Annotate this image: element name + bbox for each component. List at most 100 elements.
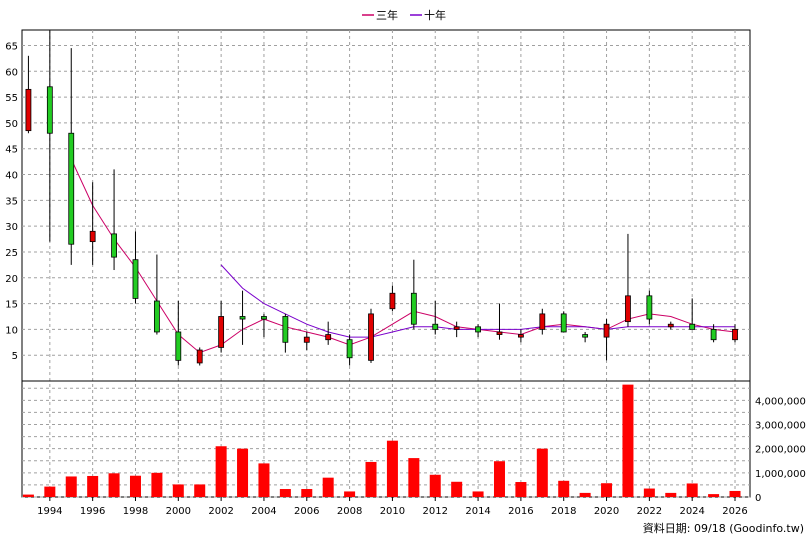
x-tick-label: 2002: [208, 506, 233, 517]
candle-body: [689, 323, 696, 330]
volume-bar: [22, 494, 34, 497]
volume-plot-area: [21, 380, 751, 498]
x-tick-label: 2018: [551, 506, 576, 517]
volume-bar: [87, 475, 99, 497]
x-tick-label: 2004: [251, 506, 276, 517]
volume-bar: [386, 440, 398, 497]
x-tick-label: 2014: [465, 506, 490, 517]
candle-body: [539, 313, 546, 330]
candle-body: [432, 323, 439, 330]
x-tick-label: 2026: [722, 506, 747, 517]
volume-bar: [408, 458, 420, 497]
y-tick-label: 20: [5, 274, 18, 285]
volume-tick-label: 2,000,000: [755, 445, 806, 456]
volume-bar: [279, 489, 291, 497]
volume-bar: [601, 483, 613, 497]
volume-bar: [451, 481, 463, 497]
x-tick-label: 2006: [294, 506, 319, 517]
ma-line-3yr: [70, 158, 736, 354]
volume-bar: [237, 448, 249, 497]
x-tick-label: 1996: [80, 506, 105, 517]
volume-bar: [151, 472, 163, 497]
volume-bar: [365, 461, 377, 497]
volume-bar: [108, 473, 120, 497]
volume-bar: [172, 484, 184, 497]
volume-tick-label: 0: [755, 493, 761, 504]
volume-bar: [429, 474, 441, 497]
volume-bar: [194, 484, 206, 497]
y-tick-label: 10: [5, 325, 18, 336]
volume-bar: [579, 492, 591, 497]
candle-body: [732, 328, 738, 341]
x-tick-label: 2022: [637, 506, 662, 517]
volume-tick-label: 4,000,000: [755, 396, 806, 407]
x-tick-label: 2010: [380, 506, 405, 517]
y-tick-label: 45: [5, 145, 18, 156]
x-tick-label: 2016: [508, 506, 533, 517]
candle-body: [239, 316, 246, 320]
volume-bar: [515, 482, 527, 497]
volume-bar: [65, 476, 77, 497]
candle-body: [496, 331, 503, 335]
price-plot-area: [21, 29, 751, 382]
x-tick-label: 2008: [337, 506, 362, 517]
source-footer: 資料日期: 09/18 (Goodinfo.tw): [643, 521, 804, 535]
candle-body: [68, 132, 75, 245]
y-tick-label: 50: [5, 119, 18, 130]
volume-bar: [622, 384, 634, 497]
x-tick-label: 2024: [679, 506, 704, 517]
candle-body: [667, 323, 674, 328]
volume-bar: [643, 488, 655, 497]
volume-bar: [472, 491, 484, 497]
candle-body: [710, 328, 717, 341]
volume-bar: [708, 494, 720, 497]
x-tick-label: 1994: [37, 506, 62, 517]
candle-body: [368, 313, 374, 361]
candle-body: [132, 259, 139, 299]
volume-bar: [558, 480, 570, 497]
legend: 三年 十年: [362, 8, 446, 22]
candle-body: [582, 334, 589, 338]
candle-body: [475, 326, 481, 333]
x-tick-label: 1998: [123, 506, 148, 517]
volume-bar: [729, 490, 741, 497]
volume-bar: [536, 448, 548, 497]
y-tick-label: 55: [5, 93, 18, 104]
y-tick-label: 25: [5, 248, 18, 259]
volume-bar: [493, 461, 505, 497]
legend-label: 三年: [376, 8, 398, 22]
candle-body: [325, 334, 332, 341]
candle-body: [218, 316, 225, 348]
candle-body: [25, 88, 32, 132]
candle-body: [153, 300, 160, 333]
candle-body: [625, 295, 631, 323]
candle-body: [560, 313, 567, 333]
volume-bar: [301, 489, 313, 497]
y-tick-label: 5: [12, 351, 18, 362]
candle-body: [282, 316, 289, 343]
volume-panel: 0 1,000,000 2,000,000 3,000,000 4,000,000: [21, 380, 806, 504]
x-tick-label: 2000: [166, 506, 191, 517]
y-tick-label: 60: [5, 67, 18, 78]
volume-tick-label: 3,000,000: [755, 421, 806, 432]
y-tick-label: 15: [5, 300, 18, 311]
volume-bar: [215, 446, 227, 497]
volume-bar: [129, 475, 141, 497]
price-panel: 5 10 15 20 25 30 35 40 45 50 55 60 65: [5, 29, 751, 497]
y-tick-label: 35: [5, 196, 18, 207]
x-tick-label: 2020: [594, 506, 619, 517]
volume-tick-label: 1,000,000: [755, 469, 806, 480]
volume-bar: [344, 491, 356, 497]
legend-label: 十年: [424, 8, 446, 22]
volume-bar: [44, 486, 56, 497]
volume-bar: [322, 477, 334, 497]
candle-body: [389, 292, 396, 310]
candle-body: [261, 316, 267, 320]
candle-body: [453, 326, 460, 330]
volume-bar: [258, 463, 270, 497]
candle-body: [89, 230, 96, 243]
candle-body: [410, 292, 417, 325]
y-tick-label: 40: [5, 171, 18, 182]
y-tick-label: 65: [5, 41, 18, 52]
